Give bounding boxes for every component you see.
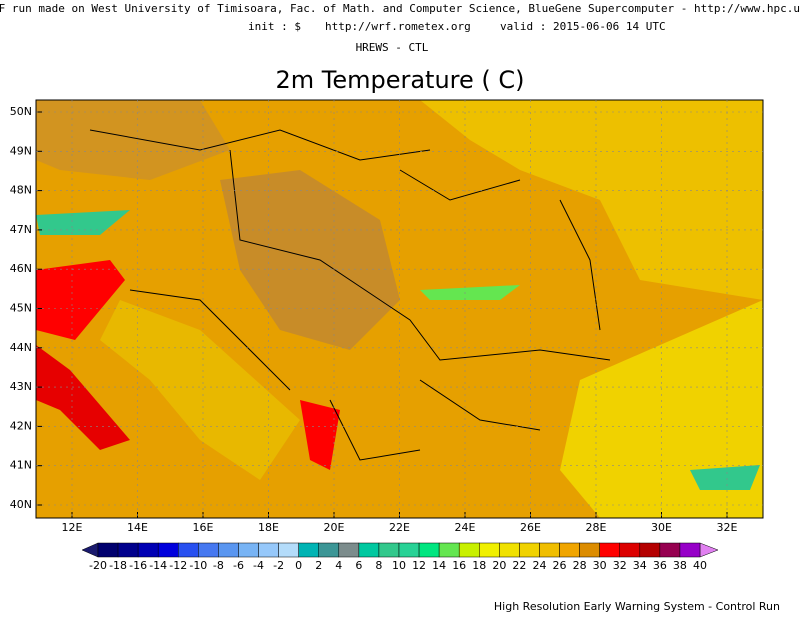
- lon-label: 30E: [651, 521, 672, 534]
- colorbar-label: 36: [653, 559, 667, 572]
- init-label: init : $: [248, 20, 301, 33]
- site-label: http://wrf.rometex.org: [325, 20, 471, 33]
- colorbar-box: [479, 542, 500, 558]
- colorbar-label: 12: [412, 559, 426, 572]
- colorbar-label: 38: [673, 559, 687, 572]
- colorbar-label: -6: [233, 559, 244, 572]
- colorbar-box: [499, 542, 520, 558]
- colorbar-box: [358, 542, 380, 558]
- colorbar-label: 6: [355, 559, 362, 572]
- lon-label: 24E: [455, 521, 476, 534]
- colorbar-box: [137, 542, 159, 558]
- colorbar-label: -2: [273, 559, 284, 572]
- colorbar-over: [699, 542, 719, 558]
- colorbar-label: -16: [129, 559, 147, 572]
- lon-label: 22E: [389, 521, 410, 534]
- colorbar-box: [679, 542, 701, 558]
- lon-label: 16E: [193, 521, 214, 534]
- model-label: HREWS - CTL: [356, 41, 429, 54]
- colorbar-box: [238, 542, 259, 558]
- colorbar-label: 20: [492, 559, 506, 572]
- colorbar-box: [258, 542, 279, 558]
- lon-label: 28E: [586, 521, 607, 534]
- colorbar-label: 16: [452, 559, 466, 572]
- colorbar-box: [338, 542, 360, 558]
- colorbar-box: [458, 542, 480, 558]
- colorbar-under: [81, 542, 99, 558]
- lon-label: 14E: [127, 521, 148, 534]
- colorbar-label: 32: [613, 559, 627, 572]
- lat-label: 49N: [10, 144, 32, 157]
- colorbar-label: 22: [512, 559, 526, 572]
- colorbar-box: [218, 542, 239, 558]
- colorbar-box: [157, 542, 179, 558]
- footer: High Resolution Early Warning System - C…: [494, 600, 780, 613]
- lat-label: 43N: [10, 380, 32, 393]
- lon-label: 18E: [258, 521, 279, 534]
- lon-label: 32E: [717, 521, 738, 534]
- colorbar-label: 28: [573, 559, 587, 572]
- lon-label: 12E: [62, 521, 83, 534]
- colorbar-box: [318, 542, 340, 558]
- lat-label: 41N: [10, 459, 32, 472]
- lat-label: 46N: [10, 262, 32, 275]
- lon-label: 26E: [520, 521, 541, 534]
- colorbar-label: 0: [295, 559, 302, 572]
- lat-label: 48N: [10, 184, 32, 197]
- colorbar-label: 4: [335, 559, 342, 572]
- colorbar-box: [579, 542, 600, 558]
- colorbar-box: [659, 542, 681, 558]
- colorbar-label: -12: [169, 559, 187, 572]
- lon-label: 20E: [324, 521, 345, 534]
- colorbar-box: [117, 542, 139, 558]
- lat-label: 44N: [10, 341, 32, 354]
- lat-label: 40N: [10, 498, 32, 511]
- colorbar-box: [178, 542, 199, 558]
- colorbar-label: 8: [375, 559, 382, 572]
- colorbar-box: [599, 542, 620, 558]
- colorbar-box: [398, 542, 420, 558]
- colorbar-box: [539, 542, 560, 558]
- lat-label: 47N: [10, 223, 32, 236]
- colorbar-box: [519, 542, 540, 558]
- colorbar-box: [418, 542, 440, 558]
- colorbar-box: [639, 542, 661, 558]
- lat-label: 50N: [10, 105, 32, 118]
- colorbar-box: [278, 542, 299, 558]
- colorbar-label: -14: [149, 559, 167, 572]
- colorbar-box: [559, 542, 580, 558]
- map-field: [36, 100, 763, 518]
- lat-label: 42N: [10, 419, 32, 432]
- header-line: RF run made on West University of Timiso…: [0, 2, 800, 15]
- colorbar-label: 24: [532, 559, 546, 572]
- colorbar-box: [378, 542, 400, 558]
- colorbar-label: 30: [593, 559, 607, 572]
- colorbar-box: [198, 542, 219, 558]
- colorbar-box: [438, 542, 460, 558]
- colorbar-label: -10: [189, 559, 207, 572]
- valid-label: valid : 2015-06-06 14 UTC: [500, 20, 666, 33]
- colorbar-box: [298, 542, 319, 558]
- lat-label: 45N: [10, 302, 32, 315]
- colorbar-label: 34: [633, 559, 647, 572]
- colorbar-label: 2: [315, 559, 322, 572]
- colorbar-box: [619, 542, 641, 558]
- colorbar-label: 26: [553, 559, 567, 572]
- title: 2m Temperature ( C): [275, 66, 524, 94]
- colorbar-label: -18: [109, 559, 127, 572]
- colorbar-label: -4: [253, 559, 264, 572]
- colorbar-label: 14: [432, 559, 446, 572]
- colorbar-label: -20: [89, 559, 107, 572]
- colorbar-label: 18: [472, 559, 486, 572]
- colorbar-label: 10: [392, 559, 406, 572]
- colorbar-label: 40: [693, 559, 707, 572]
- colorbar-box: [97, 542, 119, 558]
- colorbar-label: -8: [213, 559, 224, 572]
